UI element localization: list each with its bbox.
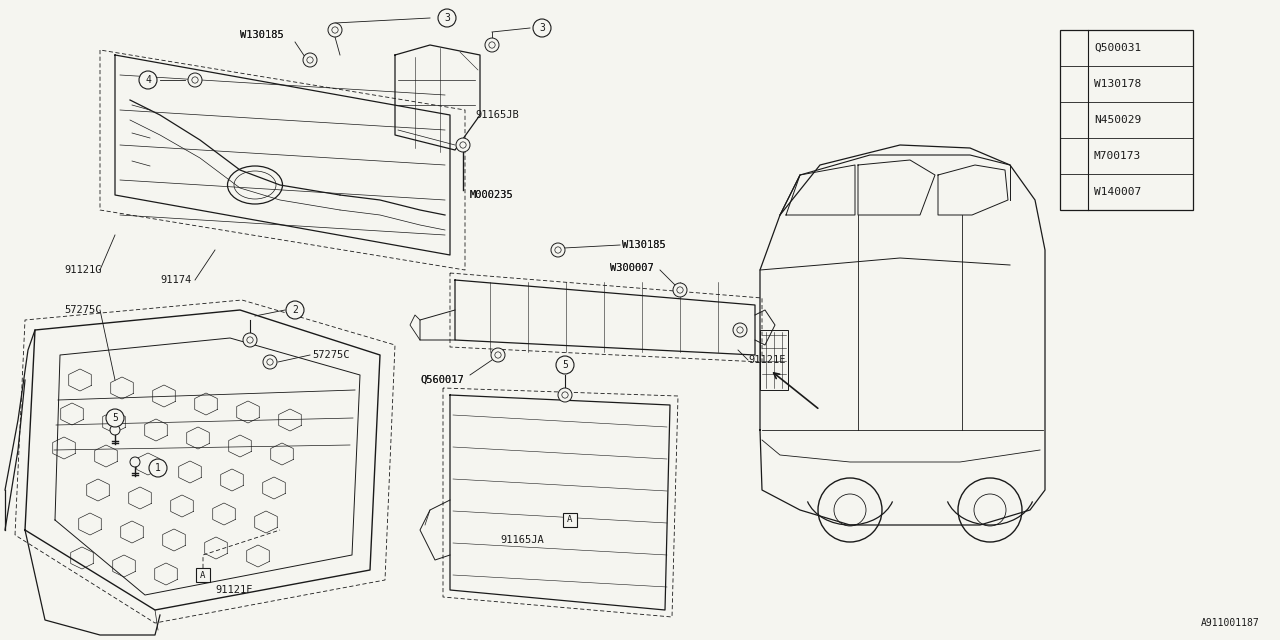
Circle shape (438, 9, 456, 27)
Text: 5: 5 (562, 360, 568, 370)
Text: M700173: M700173 (1094, 151, 1142, 161)
Text: Q560017: Q560017 (420, 375, 463, 385)
Circle shape (328, 23, 342, 37)
Text: 2: 2 (292, 305, 298, 315)
Text: 4: 4 (1071, 151, 1076, 161)
Text: 5: 5 (1071, 187, 1076, 197)
Text: 57275C: 57275C (64, 305, 101, 315)
Text: W130185: W130185 (622, 240, 666, 250)
Circle shape (1066, 184, 1082, 200)
Text: Q500031: Q500031 (1094, 43, 1142, 53)
Text: M000235: M000235 (470, 190, 513, 200)
Circle shape (550, 243, 564, 257)
Text: W130185: W130185 (241, 30, 284, 40)
Text: 91121F: 91121F (215, 585, 252, 595)
Text: W130178: W130178 (1094, 79, 1142, 89)
Text: W300007: W300007 (611, 263, 654, 273)
Circle shape (1066, 112, 1082, 128)
Circle shape (673, 283, 687, 297)
Circle shape (303, 53, 317, 67)
Text: N450029: N450029 (1094, 115, 1142, 125)
Bar (760, 330, 788, 390)
Text: 91121E: 91121E (748, 355, 786, 365)
Text: 5: 5 (113, 413, 118, 423)
Circle shape (110, 425, 120, 435)
Text: A911001187: A911001187 (1201, 618, 1260, 628)
Text: Q560017: Q560017 (420, 375, 463, 385)
Circle shape (188, 73, 202, 87)
Circle shape (733, 323, 748, 337)
Circle shape (243, 333, 257, 347)
Bar (563, 513, 577, 527)
Text: 3: 3 (444, 13, 451, 23)
Text: M000235: M000235 (470, 190, 513, 200)
Circle shape (485, 38, 499, 52)
Circle shape (1066, 148, 1082, 164)
Circle shape (148, 459, 166, 477)
Circle shape (532, 19, 550, 37)
Circle shape (558, 388, 572, 402)
Text: 57275C: 57275C (312, 350, 349, 360)
Text: 2: 2 (1071, 79, 1076, 89)
Text: 91165JB: 91165JB (475, 110, 518, 120)
Text: W140007: W140007 (1094, 187, 1142, 197)
Circle shape (456, 138, 470, 152)
Circle shape (492, 348, 506, 362)
Circle shape (106, 409, 124, 427)
Bar (196, 568, 210, 582)
Text: W300007: W300007 (611, 263, 654, 273)
Text: W130185: W130185 (622, 240, 666, 250)
Circle shape (262, 355, 276, 369)
Text: 1: 1 (155, 463, 161, 473)
Circle shape (1066, 76, 1082, 92)
Bar (1060, 30, 1193, 210)
Text: 4: 4 (145, 75, 151, 85)
Circle shape (1066, 40, 1082, 56)
Circle shape (285, 301, 305, 319)
Text: A: A (567, 515, 572, 525)
Circle shape (131, 457, 140, 467)
Text: 91165JA: 91165JA (500, 535, 544, 545)
Text: A: A (200, 570, 206, 579)
Text: 1: 1 (1071, 43, 1076, 53)
Text: 91174: 91174 (160, 275, 191, 285)
Text: W130185: W130185 (241, 30, 284, 40)
Circle shape (140, 71, 157, 89)
Circle shape (556, 356, 573, 374)
Text: 91121G: 91121G (64, 265, 101, 275)
Text: 3: 3 (1071, 115, 1076, 125)
Text: 3: 3 (539, 23, 545, 33)
